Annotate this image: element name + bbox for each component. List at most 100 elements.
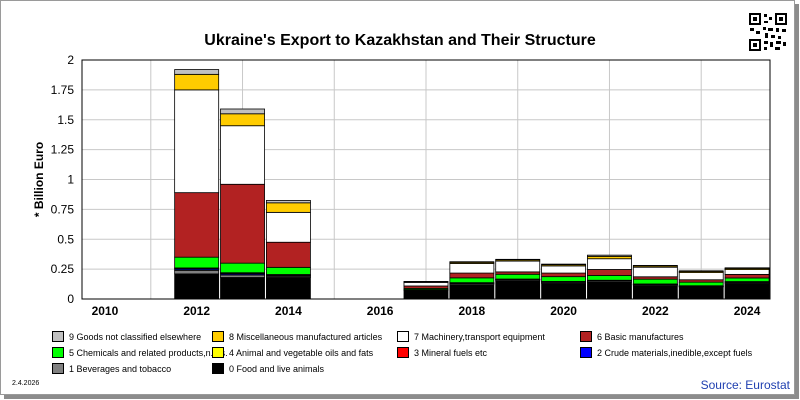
bar-segment (449, 284, 495, 300)
chart-title: Ukraine's Export to Kazakhstan and Their… (204, 32, 596, 49)
chart-area: 0 0.25 0.5 0.75 1 1.25 1.5 1.75 2 2010 2012 2014 201… (32, 53, 771, 318)
bar-segment (587, 269, 632, 276)
bar-segment (220, 108, 265, 115)
bar-segment (632, 278, 678, 285)
y-tick-label: 0.75 (51, 202, 75, 216)
legend-swatch (212, 331, 224, 342)
bar-segment (495, 260, 541, 273)
legend-label: 8 Miscellaneous manufactured articles (229, 331, 383, 342)
bar-segment (632, 285, 678, 300)
y-tick-label: 0.5 (57, 232, 74, 246)
bar-segment (495, 280, 541, 300)
legend-label: 4 Animal and vegetable oils and fats (229, 347, 374, 358)
bar-segment (403, 290, 449, 300)
bar-segment (724, 283, 770, 300)
bar-segment (220, 183, 265, 264)
qr-code-icon (748, 12, 788, 52)
legend-swatch (580, 331, 592, 342)
x-tick-label: 2014 (275, 304, 302, 318)
bar-segment (495, 258, 541, 261)
bar-segment (587, 275, 632, 281)
legend-swatch (52, 331, 64, 342)
bar-segment (174, 256, 220, 269)
x-tick-label: 2024 (734, 304, 761, 318)
bar-segment (632, 265, 678, 267)
bar-segment (174, 73, 220, 91)
legend-label: 7 Machinery,transport equipment (414, 331, 545, 342)
legend-swatch (52, 363, 64, 374)
bar-segment (541, 265, 587, 274)
bar-segment (724, 269, 770, 275)
bar-segment (541, 272, 587, 278)
bar-segment (449, 272, 495, 279)
legend-item: 6 Basic manufactures (580, 331, 684, 342)
bar-segment (265, 200, 311, 204)
legend-swatch (580, 347, 592, 358)
bar-segment (220, 125, 265, 185)
bar-segment (678, 270, 724, 272)
bar-segment (449, 261, 495, 263)
legend-item: 4 Animal and vegetable oils and fats (212, 347, 373, 358)
legend-swatch (212, 347, 224, 358)
bar-segment (541, 283, 587, 300)
legend-swatch (397, 331, 409, 342)
bar-segment (678, 281, 724, 287)
legend-swatch (212, 363, 224, 374)
legend-item: 7 Machinery,transport equipment (397, 331, 545, 342)
legend-item: 2 Crude materials,inedible,except fuels (580, 347, 752, 358)
bar-segment (587, 258, 632, 270)
bar-segment (220, 113, 265, 127)
bar-segment (220, 277, 265, 300)
bar-segment (265, 211, 311, 243)
bar-segment (541, 276, 587, 282)
x-tick-label: 2012 (183, 304, 210, 318)
legend: 9 Goods not classified elsewhere 8 Miscel… (52, 331, 752, 379)
legend-label: 5 Chemicals and related products,n.e.s. (69, 347, 228, 358)
bar-segment (724, 267, 770, 269)
y-tick-label: 2 (67, 53, 74, 67)
legend-swatch (52, 347, 64, 358)
bar-segment (265, 241, 311, 268)
legend-item: 3 Mineral fuels etc (397, 347, 487, 358)
bar-segment (495, 273, 541, 280)
bar-segment (724, 273, 770, 279)
x-tick-label: 2010 (92, 304, 119, 318)
legend-item: 1 Beverages and tobacco (52, 363, 171, 374)
bar-segment (403, 281, 449, 283)
y-tick-label: 1 (67, 173, 74, 187)
legend-swatch (397, 347, 409, 358)
bar-segment (403, 281, 449, 287)
bar-segment (724, 277, 770, 282)
bar-segment (174, 273, 220, 300)
legend-label: 0 Food and live animals (229, 363, 325, 374)
bar-segment (265, 277, 311, 300)
bar-segment (174, 89, 220, 194)
y-axis-label: * Billion Euro (32, 142, 46, 217)
bar-segment (174, 269, 220, 275)
source-label: Source: Eurostat (700, 378, 790, 392)
bar-segment (265, 202, 311, 213)
bar-segment (632, 266, 678, 278)
date-stamp: 2.4.2026 (12, 380, 40, 387)
bar-segment (678, 286, 724, 300)
y-tick-label: 1.5 (57, 113, 74, 127)
x-tick-label: 2018 (459, 304, 486, 318)
bar-segment (174, 69, 220, 75)
bar-segment (265, 266, 311, 275)
bar-segment (541, 263, 587, 266)
legend-label: 6 Basic manufactures (597, 331, 684, 342)
y-tick-label: 1.25 (51, 143, 75, 157)
legend-item: 9 Goods not classified elsewhere (52, 331, 201, 342)
x-tick-label: 2020 (550, 304, 577, 318)
y-tick-label: 0.25 (51, 262, 75, 276)
legend-item: 5 Chemicals and related products,n.e.s. (52, 347, 228, 358)
plot-border (81, 59, 771, 300)
x-tick-label: 2016 (367, 304, 394, 318)
bar-segment (174, 192, 220, 258)
bar-segment (678, 272, 724, 281)
legend-label: 3 Mineral fuels etc (414, 347, 488, 358)
legend-label: 1 Beverages and tobacco (69, 363, 172, 374)
bar-segment (587, 281, 632, 300)
bar-segment (220, 262, 265, 274)
legend-label: 2 Crude materials,inedible,except fuels (597, 347, 753, 358)
